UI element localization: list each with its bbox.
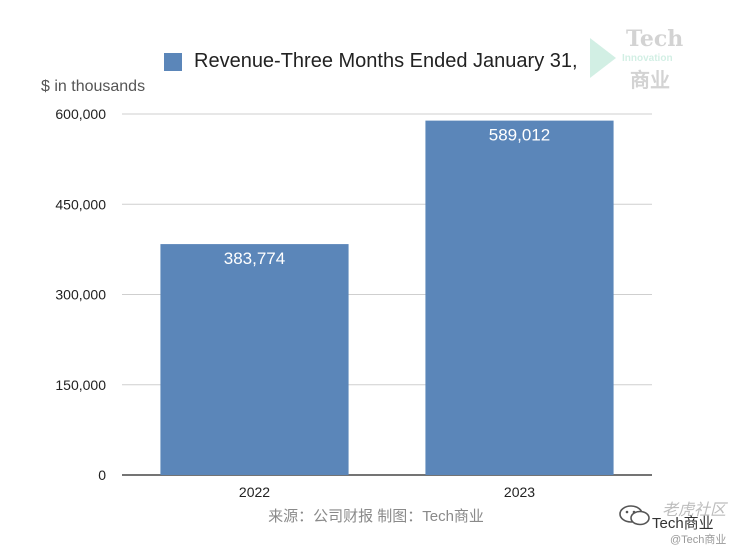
- brand-watermark-tech: Tech: [626, 26, 684, 52]
- legend-label: Revenue-Three Months Ended January 31,: [194, 50, 578, 72]
- bar-value-label: 383,774: [224, 249, 285, 268]
- x-tick-label: 2023: [504, 484, 535, 500]
- footer-watermark: 老虎社区 Tech商业 @Tech商业: [612, 496, 752, 552]
- brand-arrow-icon: [590, 38, 616, 78]
- footer-handle-text: @Tech商业: [670, 534, 727, 546]
- legend-swatch: [164, 53, 182, 71]
- bar: [425, 120, 614, 475]
- brand-watermark-tagline: Innovation: [622, 53, 673, 64]
- y-tick-label: 300,000: [55, 287, 106, 303]
- bar-value-label: 589,012: [489, 126, 550, 145]
- y-tick-label: 150,000: [55, 377, 106, 393]
- wechat-icon: [619, 505, 650, 526]
- footer-community-text: 老虎社区: [662, 502, 727, 519]
- bar: [160, 244, 349, 475]
- brand-watermark: Tech Innovation 商业: [590, 26, 690, 92]
- brand-watermark-cn: 商业: [630, 70, 670, 92]
- source-note: 来源：公司财报 制图：Tech商业: [268, 508, 484, 525]
- y-tick-label: 450,000: [55, 196, 106, 212]
- y-axis-unit-label: $ in thousands: [41, 78, 146, 95]
- y-tick-label: 600,000: [55, 106, 106, 122]
- y-tick-label: 0: [98, 467, 106, 483]
- footer-account-text: Tech商业: [652, 515, 714, 532]
- x-tick-label: 2022: [239, 484, 270, 500]
